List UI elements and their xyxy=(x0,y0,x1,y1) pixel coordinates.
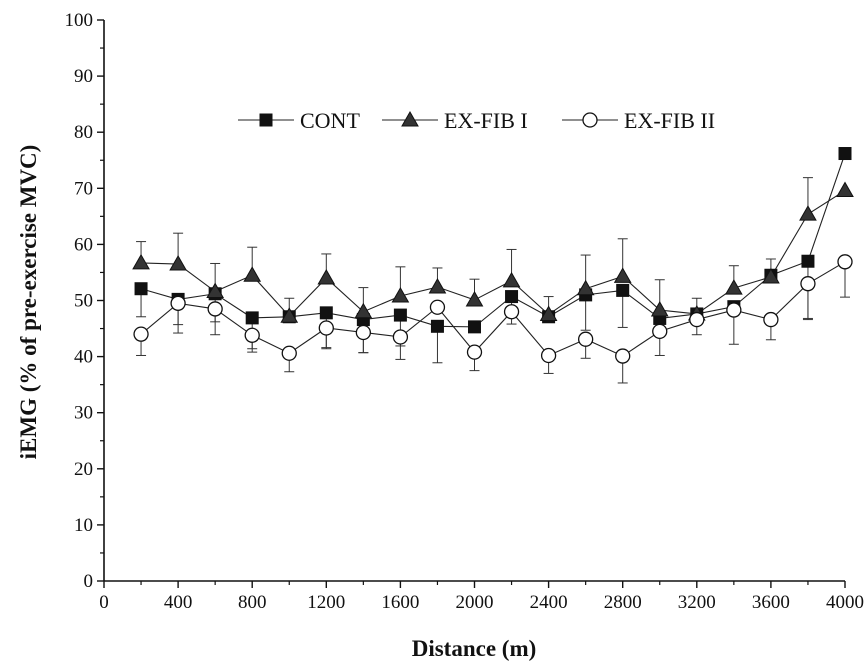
y-tick-label: 40 xyxy=(74,347,93,368)
y-axis-title: iEMG (% of pre-exercise MVC) xyxy=(16,145,41,460)
data-point xyxy=(539,305,558,322)
legend-marker-ex-fib-ii xyxy=(582,112,598,128)
data-point xyxy=(355,324,372,341)
data-point xyxy=(724,279,743,295)
x-axis-title: Distance (m) xyxy=(412,636,537,661)
data-point xyxy=(429,299,446,315)
legend-marker-cont xyxy=(259,113,273,127)
x-tick-label: 1600 xyxy=(381,592,419,613)
data-point xyxy=(503,304,520,320)
data-point xyxy=(800,276,816,292)
data-point xyxy=(134,282,148,296)
x-tick-label: 2000 xyxy=(456,592,494,613)
data-point xyxy=(318,320,334,336)
y-tick-label: 100 xyxy=(65,10,94,31)
legend-marker-ex-fib-i xyxy=(401,110,419,127)
y-tick-label: 80 xyxy=(74,122,93,143)
data-point xyxy=(243,266,262,282)
x-tick-label: 400 xyxy=(164,592,193,613)
data-point xyxy=(206,282,225,299)
data-point xyxy=(799,205,817,221)
data-point xyxy=(132,253,150,270)
data-point xyxy=(801,254,815,268)
legend-label-ex-fib-i: EX-FIB I xyxy=(444,108,528,133)
data-point xyxy=(468,320,481,334)
data-point xyxy=(170,295,186,311)
data-point xyxy=(133,326,149,342)
data-point xyxy=(430,319,444,333)
series-markers xyxy=(132,147,854,364)
y-tick-label: 0 xyxy=(84,571,94,592)
data-point xyxy=(578,331,594,347)
data-point xyxy=(244,327,260,343)
x-tick-label: 0 xyxy=(99,592,109,613)
data-point xyxy=(837,254,853,270)
x-tick-label: 800 xyxy=(238,592,267,613)
data-point xyxy=(466,344,483,360)
data-point xyxy=(763,311,779,328)
x-tick-label: 2800 xyxy=(604,592,642,613)
data-point xyxy=(391,287,410,303)
y-tick-label: 10 xyxy=(74,515,93,536)
data-point xyxy=(576,279,595,296)
data-point xyxy=(615,348,631,364)
data-point xyxy=(762,267,780,284)
legend: CONT EX-FIB I EX-FIB II xyxy=(238,108,715,133)
data-point xyxy=(652,323,668,340)
data-point xyxy=(428,278,447,294)
data-point xyxy=(689,311,705,328)
y-tick-label: 50 xyxy=(74,291,93,312)
x-tick-label: 1200 xyxy=(307,592,345,613)
x-tick-label: 3200 xyxy=(678,592,716,613)
y-tick-label: 30 xyxy=(74,403,93,424)
y-tick-label: 90 xyxy=(74,66,93,87)
data-point xyxy=(354,302,373,319)
x-tick-label: 2400 xyxy=(530,592,568,613)
data-point xyxy=(392,329,409,345)
data-point xyxy=(319,306,333,320)
x-tick-label: 3600 xyxy=(752,592,790,613)
data-point xyxy=(540,347,557,364)
error-bars xyxy=(136,177,850,384)
data-point xyxy=(838,147,852,161)
data-point xyxy=(207,301,223,317)
series-lines xyxy=(140,153,846,357)
y-tick-label: 20 xyxy=(74,459,93,480)
data-point xyxy=(169,255,187,271)
data-point xyxy=(281,345,297,361)
data-point xyxy=(465,290,484,307)
x-tick-label: 4000 xyxy=(826,592,864,613)
series-line-ex-fib-i xyxy=(141,190,846,318)
data-point xyxy=(245,311,259,325)
data-point xyxy=(393,308,407,322)
data-point xyxy=(502,271,521,288)
data-point xyxy=(616,283,630,297)
data-point xyxy=(505,290,519,304)
data-point xyxy=(613,267,632,283)
y-tick-label: 70 xyxy=(74,178,93,199)
data-point xyxy=(317,269,336,285)
y-tick-label: 60 xyxy=(74,234,93,255)
data-point xyxy=(650,301,669,317)
data-point xyxy=(280,307,299,323)
legend-label-cont: CONT xyxy=(300,108,360,133)
legend-label-ex-fib-ii: EX-FIB II xyxy=(624,108,715,133)
data-point xyxy=(726,302,742,318)
data-point xyxy=(836,181,854,198)
axes: 0 10 20 30 40 50 60 70 80 90 100 0 400 800 1200 1600 200… xyxy=(65,10,865,613)
